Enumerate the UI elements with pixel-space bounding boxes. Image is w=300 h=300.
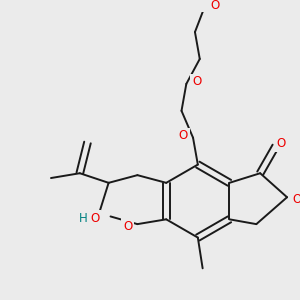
Text: O: O: [91, 212, 100, 225]
Text: O: O: [123, 220, 132, 232]
Text: O: O: [192, 76, 202, 88]
Text: O: O: [179, 129, 188, 142]
Text: H: H: [79, 212, 88, 225]
Text: O: O: [292, 193, 300, 206]
Text: O: O: [211, 0, 220, 12]
Text: O: O: [277, 137, 286, 150]
